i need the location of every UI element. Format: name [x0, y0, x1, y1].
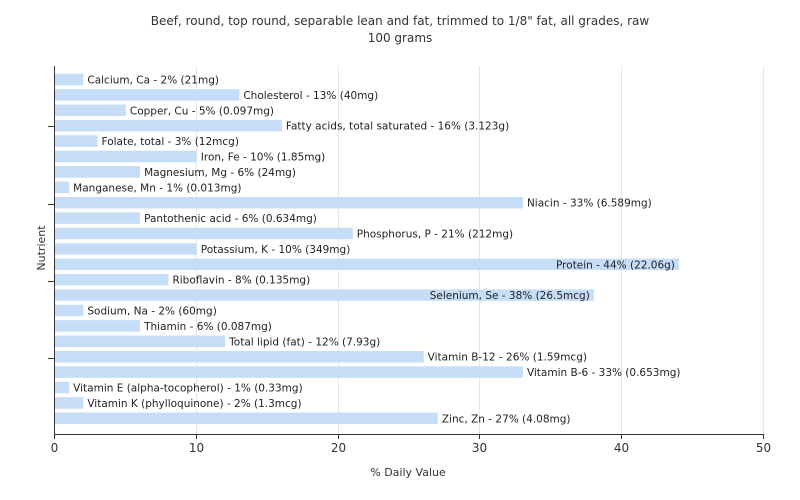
bar-9 — [55, 212, 141, 224]
bar-label-1: Cholesterol - 13% (40mg) — [243, 90, 378, 102]
bar-0 — [55, 73, 84, 86]
bar-8 — [55, 196, 523, 209]
bar-15 — [55, 304, 84, 317]
bar-label-19: Vitamin B-6 - 33% (0.653mg) — [527, 367, 681, 379]
bar-14 — [55, 289, 594, 301]
chart-title: Beef, round, top round, separable lean a… — [150, 14, 650, 28]
bar-18 — [55, 350, 424, 363]
x-tick-label-30: 30 — [472, 441, 487, 455]
bar-label-13: Riboflavin - 8% (0.135mg) — [172, 275, 310, 287]
bar-3 — [55, 119, 282, 132]
bar-label-15: Sodium, Na - 2% (60mg) — [87, 306, 216, 318]
y-axis-label: Nutrient — [35, 225, 48, 271]
bar-6 — [55, 166, 141, 178]
bar-19 — [55, 366, 523, 378]
bar-12 — [55, 258, 679, 271]
bar-label-11: Potassium, K - 10% (349mg) — [201, 244, 351, 256]
bar-1 — [55, 89, 240, 101]
x-tick-label-0: 0 — [51, 441, 59, 455]
x-axis-label: % Daily Value — [370, 466, 446, 479]
bar-label-12: Protein - 44% (22.06g) — [556, 259, 675, 271]
bar-label-4: Folate, total - 3% (12mcg) — [102, 136, 239, 148]
bar-label-22: Zinc, Zn - 27% (4.08mg) — [442, 413, 571, 425]
bar-label-6: Magnesium, Mg - 6% (24mg) — [144, 167, 296, 179]
bar-label-7: Manganese, Mn - 1% (0.013mg) — [73, 182, 241, 194]
bar-20 — [55, 381, 70, 394]
x-tick-label-50: 50 — [756, 441, 771, 455]
bar-11 — [55, 243, 197, 255]
bar-4 — [55, 135, 98, 147]
bar-label-10: Phosphorus, P - 21% (212mg) — [357, 229, 513, 241]
bar-10 — [55, 227, 353, 240]
bar-label-layer: Calcium, Ca - 2% (21mg) Cholesterol - 13%… — [73, 75, 680, 426]
bar-22 — [55, 412, 438, 425]
bar-label-18: Vitamin B-12 - 26% (1.59mcg) — [428, 352, 587, 364]
bar-16 — [55, 320, 141, 332]
bar-label-17: Total lipid (fat) - 12% (7.93g) — [228, 336, 380, 348]
axis-layer: 0 10 20 30 40 50 — [48, 66, 771, 455]
bar-label-2: Copper, Cu - 5% (0.097mg) — [130, 105, 274, 117]
bar-label-21: Vitamin K (phylloquinone) - 2% (1.3mcg) — [87, 398, 301, 410]
bar-21 — [55, 397, 84, 409]
x-tick-label-40: 40 — [614, 441, 629, 455]
bar-label-5: Iron, Fe - 10% (1.85mg) — [201, 152, 325, 164]
bar-label-3: Fatty acids, total saturated - 16% (3.12… — [286, 121, 509, 133]
bar-7 — [55, 181, 70, 194]
bar-label-16: Thiamin - 6% (0.087mg) — [143, 321, 272, 333]
bar-label-0: Calcium, Ca - 2% (21mg) — [87, 75, 219, 87]
bar-2 — [55, 104, 126, 117]
x-tick-label-10: 10 — [189, 441, 204, 455]
bar-5 — [55, 150, 197, 163]
bar-layer — [55, 73, 679, 425]
bar-label-8: Niacin - 33% (6.589mg) — [527, 198, 652, 210]
chart-subtitle: 100 grams — [367, 31, 433, 45]
bar-label-9: Pantothenic acid - 6% (0.634mg) — [144, 213, 317, 225]
bar-label-20: Vitamin E (alpha-tocopherol) - 1% (0.33m… — [73, 383, 303, 395]
bar-13 — [55, 273, 169, 286]
x-tick-label-20: 20 — [331, 441, 346, 455]
bar-17 — [55, 335, 226, 348]
bar-label-14: Selenium, Se - 38% (26.5mcg) — [430, 290, 590, 302]
